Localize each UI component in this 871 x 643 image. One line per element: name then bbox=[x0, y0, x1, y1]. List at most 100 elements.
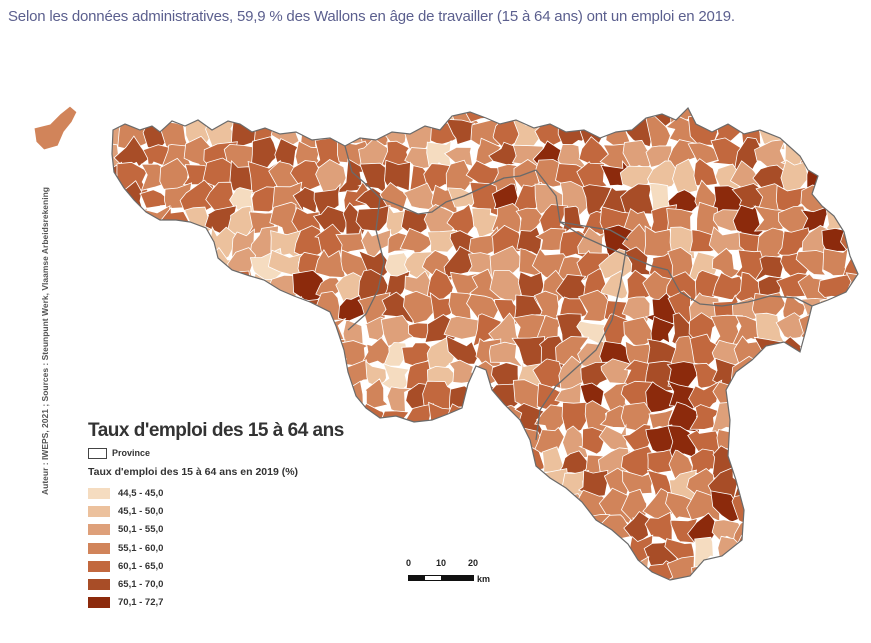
commune[interactable] bbox=[848, 337, 871, 369]
commune[interactable] bbox=[778, 561, 812, 587]
commune[interactable] bbox=[825, 511, 852, 541]
commune[interactable] bbox=[448, 447, 478, 479]
commune[interactable] bbox=[491, 469, 521, 497]
commune[interactable] bbox=[246, 314, 275, 348]
commune[interactable] bbox=[801, 422, 831, 455]
commune[interactable] bbox=[623, 557, 652, 585]
commune[interactable] bbox=[225, 363, 260, 392]
commune[interactable] bbox=[100, 246, 129, 280]
commune[interactable] bbox=[120, 340, 145, 370]
commune[interactable] bbox=[780, 535, 807, 567]
commune[interactable] bbox=[253, 335, 283, 368]
commune[interactable] bbox=[468, 446, 502, 475]
commune[interactable] bbox=[799, 118, 826, 150]
commune[interactable] bbox=[820, 384, 853, 414]
commune[interactable] bbox=[115, 360, 151, 389]
commune[interactable] bbox=[690, 580, 720, 608]
commune[interactable] bbox=[231, 97, 261, 122]
commune[interactable] bbox=[227, 292, 255, 324]
commune[interactable] bbox=[182, 297, 214, 322]
commune[interactable] bbox=[402, 446, 434, 481]
commune[interactable] bbox=[628, 583, 657, 612]
commune[interactable] bbox=[841, 94, 871, 127]
commune[interactable] bbox=[734, 466, 761, 499]
commune[interactable] bbox=[715, 561, 743, 589]
commune[interactable] bbox=[381, 98, 410, 125]
commune[interactable] bbox=[96, 187, 123, 215]
commune[interactable] bbox=[205, 357, 238, 393]
commune[interactable] bbox=[841, 581, 871, 610]
commune[interactable] bbox=[408, 516, 435, 544]
commune[interactable] bbox=[695, 95, 717, 125]
commune[interactable] bbox=[295, 384, 324, 412]
commune[interactable] bbox=[473, 515, 499, 543]
commune[interactable] bbox=[118, 389, 148, 414]
commune[interactable] bbox=[95, 294, 123, 323]
commune[interactable] bbox=[159, 227, 193, 258]
commune[interactable] bbox=[181, 387, 208, 414]
commune[interactable] bbox=[426, 469, 450, 502]
commune[interactable] bbox=[819, 469, 853, 503]
commune[interactable] bbox=[844, 474, 871, 497]
commune[interactable] bbox=[577, 555, 611, 590]
commune[interactable] bbox=[424, 515, 459, 545]
commune[interactable] bbox=[401, 427, 433, 454]
commune[interactable] bbox=[778, 475, 808, 503]
commune[interactable] bbox=[844, 492, 871, 520]
commune[interactable] bbox=[514, 472, 544, 501]
commune[interactable] bbox=[293, 338, 320, 370]
commune[interactable] bbox=[359, 101, 387, 129]
commune[interactable] bbox=[800, 470, 830, 494]
commune[interactable] bbox=[848, 188, 871, 218]
commune[interactable] bbox=[185, 339, 213, 364]
commune[interactable] bbox=[271, 295, 303, 324]
commune[interactable] bbox=[825, 444, 846, 479]
commune[interactable] bbox=[736, 386, 763, 411]
commune[interactable] bbox=[93, 358, 125, 390]
commune[interactable] bbox=[847, 141, 871, 170]
commune[interactable] bbox=[425, 426, 453, 458]
commune[interactable] bbox=[273, 341, 304, 361]
commune[interactable] bbox=[534, 581, 566, 606]
commune[interactable] bbox=[356, 205, 391, 231]
commune[interactable] bbox=[824, 426, 854, 455]
commune[interactable] bbox=[404, 466, 438, 500]
commune[interactable] bbox=[776, 358, 807, 391]
commune[interactable] bbox=[490, 425, 519, 454]
commune[interactable] bbox=[798, 380, 833, 410]
commune[interactable] bbox=[533, 98, 561, 125]
commune[interactable] bbox=[270, 96, 303, 125]
commune[interactable] bbox=[163, 385, 192, 414]
commune[interactable] bbox=[796, 97, 831, 124]
commune[interactable] bbox=[100, 272, 124, 306]
commune[interactable] bbox=[753, 450, 788, 479]
commune[interactable] bbox=[602, 95, 633, 129]
commune[interactable] bbox=[206, 290, 238, 319]
commune[interactable] bbox=[474, 426, 498, 456]
commune[interactable] bbox=[825, 183, 851, 214]
commune[interactable] bbox=[601, 557, 630, 591]
commune[interactable] bbox=[757, 362, 786, 389]
commune[interactable] bbox=[821, 408, 853, 433]
commune[interactable] bbox=[756, 427, 785, 456]
commune[interactable] bbox=[448, 429, 482, 458]
commune[interactable] bbox=[543, 517, 566, 546]
commune[interactable] bbox=[843, 562, 871, 589]
commune[interactable] bbox=[846, 205, 871, 232]
commune[interactable] bbox=[276, 357, 305, 388]
commune[interactable] bbox=[278, 315, 304, 347]
commune[interactable] bbox=[533, 491, 567, 524]
commune[interactable] bbox=[429, 448, 457, 481]
commune[interactable] bbox=[516, 516, 543, 546]
commune[interactable] bbox=[798, 356, 827, 393]
commune[interactable] bbox=[141, 366, 168, 391]
commune[interactable] bbox=[316, 336, 347, 369]
commune[interactable] bbox=[207, 94, 237, 126]
commune[interactable] bbox=[314, 359, 346, 389]
commune[interactable] bbox=[732, 517, 763, 546]
commune[interactable] bbox=[775, 387, 809, 416]
commune[interactable] bbox=[776, 491, 807, 519]
commune[interactable] bbox=[580, 536, 605, 568]
commune[interactable] bbox=[494, 585, 515, 608]
commune[interactable] bbox=[190, 253, 214, 284]
